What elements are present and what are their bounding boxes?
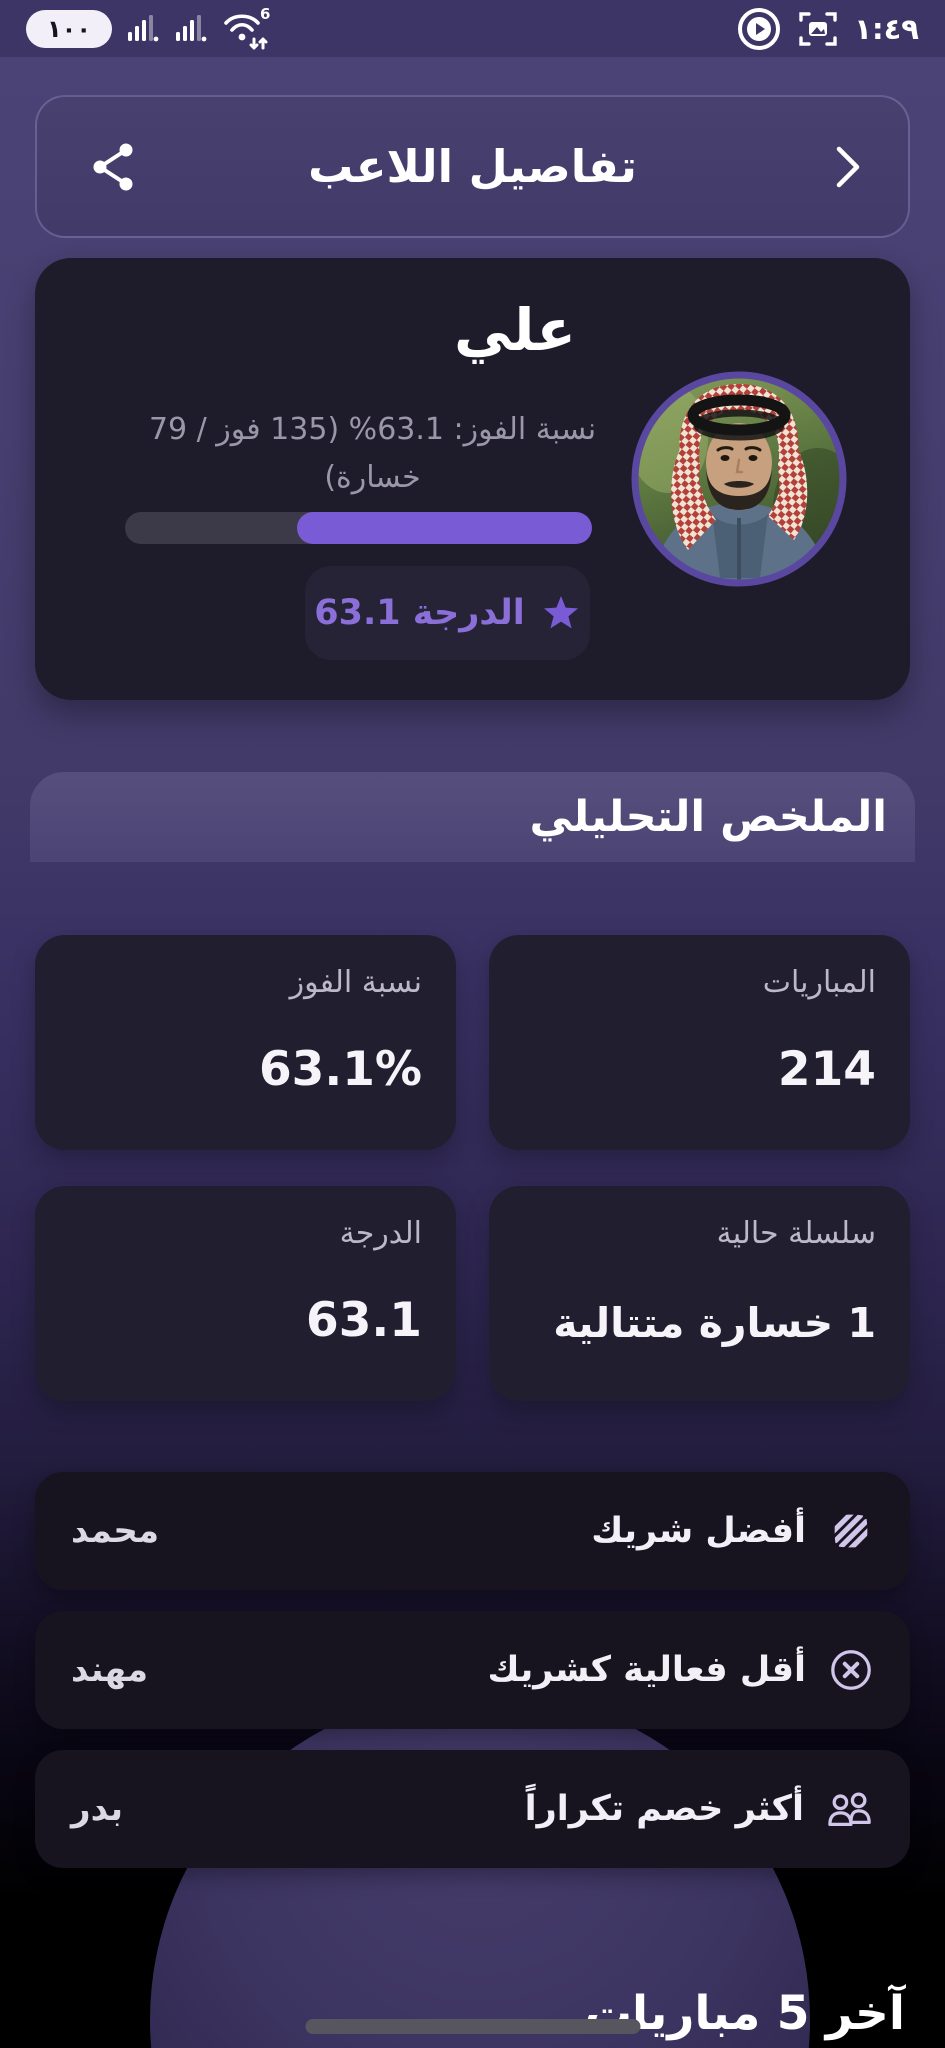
stat-value: 63.1 — [306, 1293, 422, 1348]
star-icon — [541, 593, 581, 633]
relation-row-best-partner: أفضل شريك محمد — [35, 1472, 910, 1590]
relations-list: أفضل شريك محمد أقل فعالية كشريك مهند — [35, 1472, 910, 1889]
back-button[interactable] — [818, 132, 878, 202]
stat-card-score: الدرجة 63.1 — [35, 1186, 456, 1401]
stat-label: المباريات — [762, 965, 876, 1000]
stat-card-matches: المباريات 214 — [489, 935, 910, 1150]
x-circle-icon — [828, 1647, 874, 1693]
relation-value: مهند — [71, 1650, 149, 1690]
section-title: الملخص التحليلي — [529, 792, 887, 842]
section-analytical-summary: الملخص التحليلي — [30, 772, 915, 862]
status-bar: ١٠٠ — [0, 0, 945, 57]
stat-label: الدرجة — [339, 1216, 422, 1251]
battery-percent: ١٠٠ — [47, 14, 91, 43]
handshake-icon — [828, 1508, 874, 1554]
signal-bars-icon — [126, 12, 160, 46]
relation-row-least-effective-partner: أقل فعالية كشريك مهند — [35, 1611, 910, 1729]
player-name: علي — [454, 296, 576, 364]
page-title: تفاصيل اللاعب — [308, 140, 637, 193]
battery-indicator: ١٠٠ — [26, 9, 112, 48]
relation-value: محمد — [71, 1511, 159, 1551]
wifi-6-icon: 6 — [222, 7, 274, 51]
stat-card-win-rate: نسبة الفوز 63.1% — [35, 935, 456, 1150]
win-rate-progress-fill — [297, 512, 592, 544]
player-win-rate-text: نسبة الفوز: 63.1% (135 فوز / 79 خسارة) — [148, 412, 597, 495]
stat-value: 1 خسارة متتالية — [553, 1299, 876, 1347]
win-rate-progress-bar — [125, 512, 592, 544]
score-badge: الدرجة 63.1 — [305, 566, 590, 660]
stat-value: 214 — [777, 1042, 876, 1097]
signal-bars-icon — [174, 12, 208, 46]
relation-value: بدر — [71, 1789, 123, 1829]
stat-value: 63.1% — [258, 1042, 422, 1097]
relation-row-most-frequent-opponent: أكثر خصم تكراراً بدر — [35, 1750, 910, 1868]
stats-grid: المباريات 214 نسبة الفوز 63.1% سلسلة حال… — [35, 935, 910, 1401]
clock-time: ١:٤٩ — [854, 11, 919, 46]
svg-text:6: 6 — [260, 7, 270, 23]
relation-label: أقل فعالية كشريك — [487, 1650, 806, 1690]
people-icon — [826, 1786, 874, 1832]
relation-label: أكثر خصم تكراراً — [524, 1789, 804, 1829]
stat-label: سلسلة حالية — [716, 1216, 876, 1251]
share-icon — [89, 141, 137, 193]
stat-label: نسبة الفوز — [289, 965, 422, 1000]
relation-label: أفضل شريك — [591, 1511, 806, 1551]
home-indicator[interactable] — [305, 2019, 640, 2034]
stat-card-current-streak: سلسلة حالية 1 خسارة متتالية — [489, 1186, 910, 1401]
chevron-right-icon — [831, 141, 865, 193]
page-header: تفاصيل اللاعب — [35, 95, 910, 238]
score-badge-label: الدرجة 63.1 — [314, 593, 525, 633]
player-card: علي نسبة الفوز: 63.1% (135 فوز / 79 خسار… — [35, 258, 910, 700]
avatar — [628, 368, 850, 590]
screen-record-icon — [736, 6, 782, 52]
share-button[interactable] — [85, 137, 141, 197]
screenshot-icon — [796, 7, 840, 51]
